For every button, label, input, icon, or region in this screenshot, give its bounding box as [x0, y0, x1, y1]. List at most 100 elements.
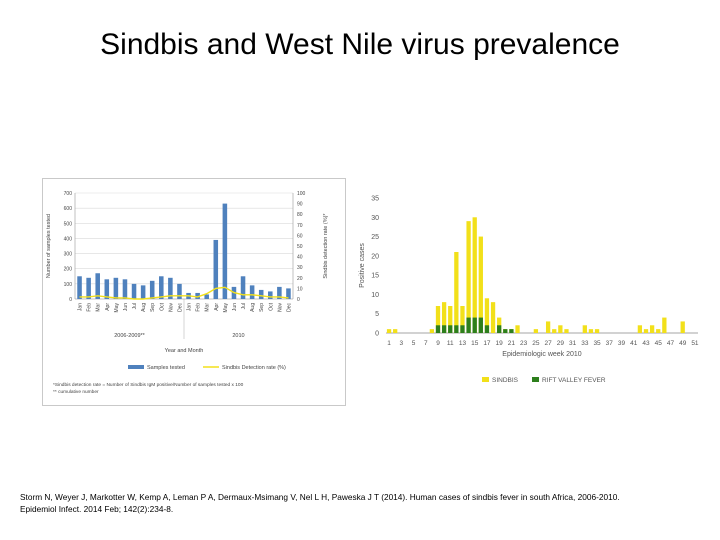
samples-bar	[159, 276, 164, 299]
samples-bar	[277, 286, 282, 299]
sindbis-bar	[637, 325, 643, 333]
sindbis-bar	[460, 306, 465, 333]
sindbis-bar	[545, 321, 551, 333]
rift-valley-fever-bar	[466, 317, 471, 333]
samples-bar	[140, 285, 146, 299]
samples-bar	[77, 276, 82, 299]
legend-label-rvf: RIFT VALLEY FEVER	[542, 377, 606, 384]
x-tick-label: 43	[642, 340, 650, 347]
y2-tick-label: 40	[297, 255, 303, 261]
samples-bar	[149, 280, 155, 299]
x-tick-label: 51	[691, 340, 699, 347]
y-tick-label: 200	[64, 267, 73, 273]
legend-label-sindbis: SINDBIS	[492, 377, 519, 384]
y-tick-label: 100	[64, 282, 73, 288]
x-tick-label: 17	[483, 340, 491, 347]
sindbis-bar	[680, 321, 685, 333]
sindbis-bar	[478, 236, 483, 333]
rift-valley-fever-bar	[441, 325, 447, 333]
y-tick-label: 500	[64, 221, 73, 227]
samples-bar	[258, 289, 264, 299]
sindbis-bar	[497, 317, 502, 333]
footnote: ** cumulative number	[53, 389, 99, 395]
sindbis-bar	[466, 221, 471, 333]
x-tick-label: Mar	[96, 303, 102, 312]
detection-rate-line	[79, 286, 289, 300]
sindbis-bar	[552, 329, 557, 333]
samples-bar	[168, 277, 173, 299]
rift-valley-fever-bar	[454, 325, 459, 333]
x-tick-label: 3	[399, 340, 403, 347]
y2-tick-label: 50	[297, 244, 303, 250]
sindbis-bar	[643, 329, 649, 333]
rift-valley-fever-bar	[448, 325, 453, 333]
footnote: *Sindbis detection rate = Number of Sind…	[53, 382, 244, 388]
sindbis-bar	[533, 329, 539, 333]
sindbis-bar	[649, 325, 655, 333]
rift-valley-fever-bar	[472, 317, 477, 333]
group-label: 2006-2009**	[114, 333, 145, 339]
sindbis-bar	[515, 325, 520, 333]
legend-swatch-samples	[128, 365, 144, 369]
x-tick-label: 49	[679, 340, 687, 347]
samples-bar	[213, 239, 219, 299]
x-tick-label: Sep	[150, 303, 156, 312]
y-axis-title: Number of samples tested	[46, 214, 52, 278]
samples-bar	[104, 279, 110, 299]
samples-bar	[204, 294, 209, 299]
x-tick-label: 11	[447, 340, 454, 347]
sindbis-bar	[588, 329, 594, 333]
x-tick-label: 9	[436, 340, 440, 347]
group-label: 2010	[232, 333, 244, 339]
y2-tick-label: 60	[297, 233, 303, 239]
citation-line-1: Storm N, Weyer J, Markotter W, Kemp A, L…	[20, 492, 620, 502]
y-axis-title: Positive cases	[359, 243, 366, 288]
sindbis-bar	[582, 325, 587, 333]
legend-swatch-sindbis	[482, 377, 489, 382]
samples-bar	[177, 283, 182, 299]
x-tick-label: Jul	[132, 303, 138, 309]
rift-valley-fever-bar	[460, 325, 465, 333]
samples-bar	[113, 277, 119, 299]
x-tick-label: Dec	[177, 303, 183, 312]
y-tick-label: 35	[371, 196, 379, 203]
x-tick-label: Nov	[277, 303, 283, 312]
sindbis-bar	[441, 302, 447, 333]
samples-bar	[222, 203, 228, 299]
y2-tick-label: 90	[297, 202, 303, 208]
samples-bar	[131, 283, 137, 299]
samples-bar	[195, 292, 200, 299]
y-tick-label: 600	[64, 206, 73, 212]
x-tick-label: 19	[496, 340, 504, 347]
y2-tick-label: 0	[297, 297, 300, 303]
x-tick-label: Nov	[168, 303, 174, 312]
x-tick-label: Aug	[250, 303, 256, 312]
x-tick-label: 21	[508, 340, 516, 347]
slide-title: Sindbis and West Nile virus prevalence	[100, 28, 620, 61]
samples-bar	[268, 291, 273, 299]
x-tick-label: 33	[581, 340, 589, 347]
x-tick-label: 47	[667, 340, 675, 347]
y-tick-label: 20	[371, 253, 379, 260]
sindbis-bar	[656, 329, 661, 333]
y-tick-label: 30	[371, 215, 379, 222]
x-tick-label: Jun	[123, 303, 129, 311]
y2-tick-label: 10	[297, 286, 303, 292]
x-tick-label: Dec	[286, 303, 292, 312]
rift-valley-fever-bar	[435, 325, 441, 333]
x-tick-label: May	[223, 303, 229, 313]
citation: Storm N, Weyer J, Markotter W, Kemp A, L…	[20, 491, 710, 515]
positive-cases-chart: 0 5 10 15 20 25 30 35 1 3 5 7 9 11 13 15 17 19 21 23 25 27 29 3…	[352, 188, 702, 398]
y2-tick-label: 80	[297, 212, 303, 218]
sindbis-bar	[594, 329, 600, 333]
rift-valley-fever-bar	[478, 317, 483, 333]
samples-tested-chart-svg: 0 100 200 300 400 500 600 700 0 10 20 30 40 50 60 70 80 9…	[46, 191, 329, 395]
sindbis-bar	[484, 298, 490, 333]
x-tick-label: 31	[569, 340, 577, 347]
x-tick-label: Oct	[268, 302, 274, 310]
samples-bar	[286, 288, 291, 299]
legend-swatch-rvf	[532, 377, 539, 382]
x-axis-title: Epidemiologic week 2010	[502, 351, 581, 358]
sindbis-bar	[490, 302, 496, 333]
y2-axis-title: Sindbis detection rate (%)*	[323, 213, 329, 279]
